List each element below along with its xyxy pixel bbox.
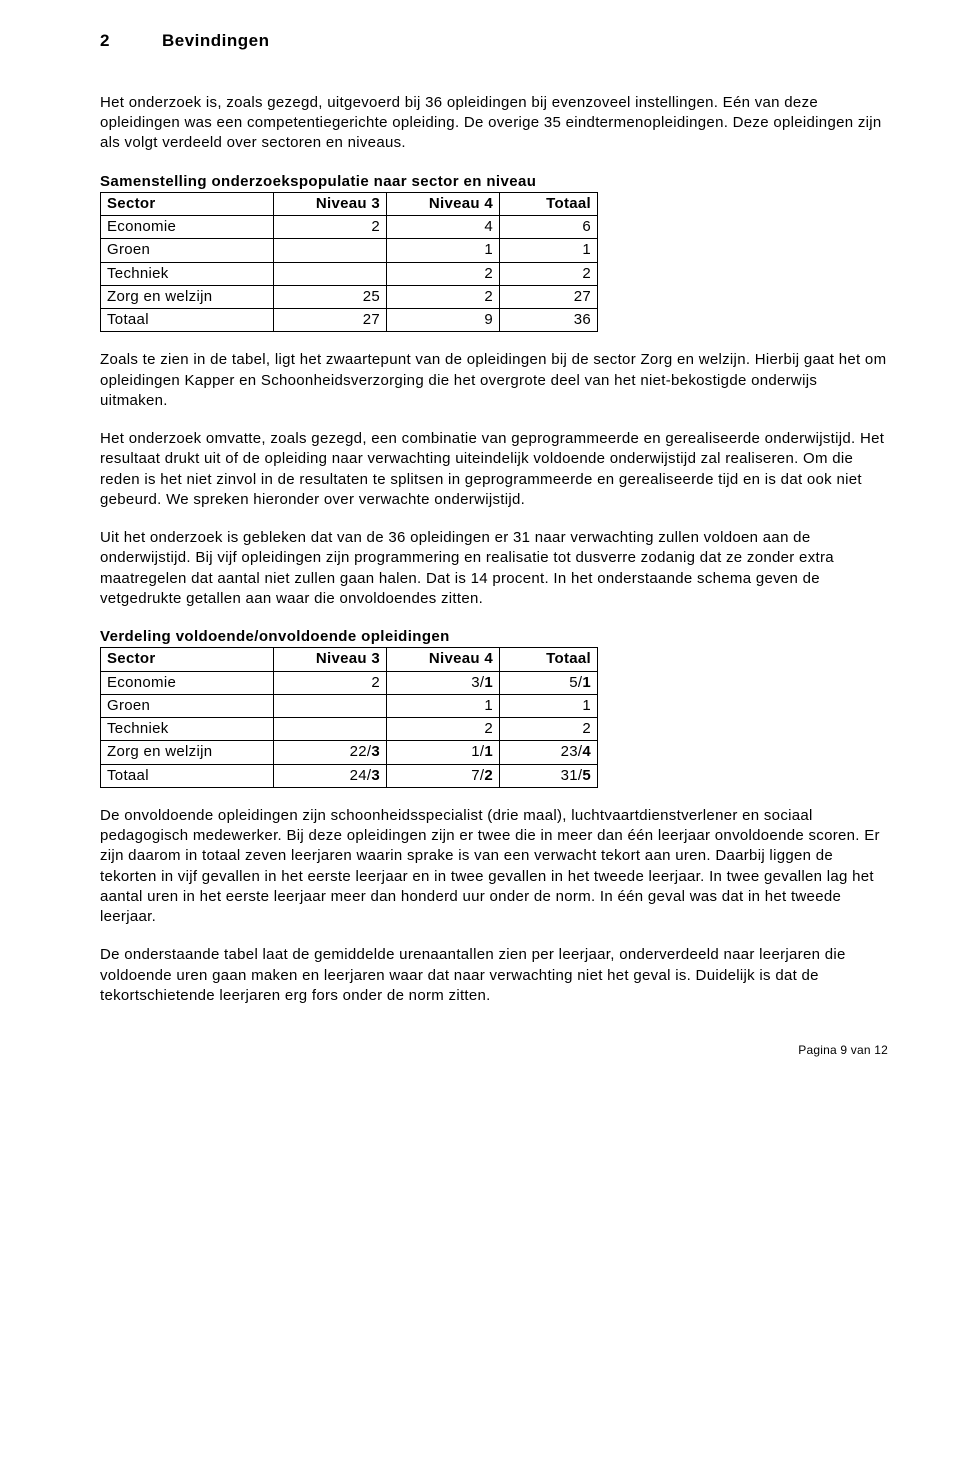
paragraph: De onderstaande tabel laat de gemiddelde… — [100, 945, 888, 1006]
cell: 23/4 — [500, 741, 598, 764]
row-label: Zorg en welzijn — [101, 741, 274, 764]
cell — [274, 239, 387, 262]
col-header: Niveau 4 — [387, 648, 500, 671]
page-footer: Pagina 9 van 12 — [100, 1042, 888, 1058]
table-composition: Sector Niveau 3 Niveau 4 Totaal Economie… — [100, 192, 598, 333]
cell: 22/3 — [274, 741, 387, 764]
cell: 3/1 — [387, 671, 500, 694]
table-row: Techniek 2 2 — [101, 262, 598, 285]
cell: 1 — [500, 694, 598, 717]
row-label: Economie — [101, 216, 274, 239]
row-label: Zorg en welzijn — [101, 285, 274, 308]
row-label: Techniek — [101, 718, 274, 741]
col-header: Totaal — [500, 648, 598, 671]
col-header: Niveau 3 — [274, 648, 387, 671]
cell: 31/5 — [500, 764, 598, 787]
table-row: Economie 2 4 6 — [101, 216, 598, 239]
col-header: Niveau 4 — [387, 192, 500, 215]
table1-title: Samenstelling onderzoekspopulatie naar s… — [100, 172, 888, 192]
cell: 1/1 — [387, 741, 500, 764]
cell: 2 — [387, 262, 500, 285]
cell: 2 — [274, 216, 387, 239]
cell: 1 — [387, 694, 500, 717]
cell: 24/3 — [274, 764, 387, 787]
cell — [274, 694, 387, 717]
section-number: 2 — [100, 30, 162, 53]
row-label: Groen — [101, 239, 274, 262]
table-header-row: Sector Niveau 3 Niveau 4 Totaal — [101, 648, 598, 671]
row-label: Economie — [101, 671, 274, 694]
table-row: Groen 1 1 — [101, 694, 598, 717]
paragraph: De onvoldoende opleidingen zijn schoonhe… — [100, 806, 888, 928]
paragraph: Het onderzoek omvatte, zoals gezegd, een… — [100, 429, 888, 510]
row-label: Techniek — [101, 262, 274, 285]
cell — [274, 262, 387, 285]
table-row: Groen 1 1 — [101, 239, 598, 262]
cell: 1 — [500, 239, 598, 262]
col-header: Sector — [101, 192, 274, 215]
col-header: Sector — [101, 648, 274, 671]
table-row: Zorg en welzijn 25 2 27 — [101, 285, 598, 308]
table-row: Zorg en welzijn 22/3 1/1 23/4 — [101, 741, 598, 764]
col-header: Totaal — [500, 192, 598, 215]
cell: 27 — [500, 285, 598, 308]
cell: 9 — [387, 309, 500, 332]
table2-title: Verdeling voldoende/onvoldoende opleidin… — [100, 627, 888, 647]
cell: 5/1 — [500, 671, 598, 694]
cell: 2 — [500, 262, 598, 285]
cell: 36 — [500, 309, 598, 332]
section-title: Bevindingen — [162, 30, 270, 53]
cell: 27 — [274, 309, 387, 332]
table-row: Techniek 2 2 — [101, 718, 598, 741]
cell — [274, 718, 387, 741]
section-heading: 2 Bevindingen — [100, 30, 888, 53]
table-row: Totaal 24/3 7/2 31/5 — [101, 764, 598, 787]
cell: 2 — [387, 285, 500, 308]
cell: 2 — [274, 671, 387, 694]
cell: 7/2 — [387, 764, 500, 787]
cell: 4 — [387, 216, 500, 239]
paragraph-intro: Het onderzoek is, zoals gezegd, uitgevoe… — [100, 93, 888, 154]
paragraph: Uit het onderzoek is gebleken dat van de… — [100, 528, 888, 609]
table-row: Economie 2 3/1 5/1 — [101, 671, 598, 694]
cell: 6 — [500, 216, 598, 239]
row-label: Totaal — [101, 309, 274, 332]
cell: 2 — [500, 718, 598, 741]
table-row: Totaal 27 9 36 — [101, 309, 598, 332]
table-header-row: Sector Niveau 3 Niveau 4 Totaal — [101, 192, 598, 215]
row-label: Totaal — [101, 764, 274, 787]
table-distribution: Sector Niveau 3 Niveau 4 Totaal Economie… — [100, 647, 598, 788]
row-label: Groen — [101, 694, 274, 717]
cell: 25 — [274, 285, 387, 308]
cell: 1 — [387, 239, 500, 262]
col-header: Niveau 3 — [274, 192, 387, 215]
paragraph: Zoals te zien in de tabel, ligt het zwaa… — [100, 350, 888, 411]
cell: 2 — [387, 718, 500, 741]
